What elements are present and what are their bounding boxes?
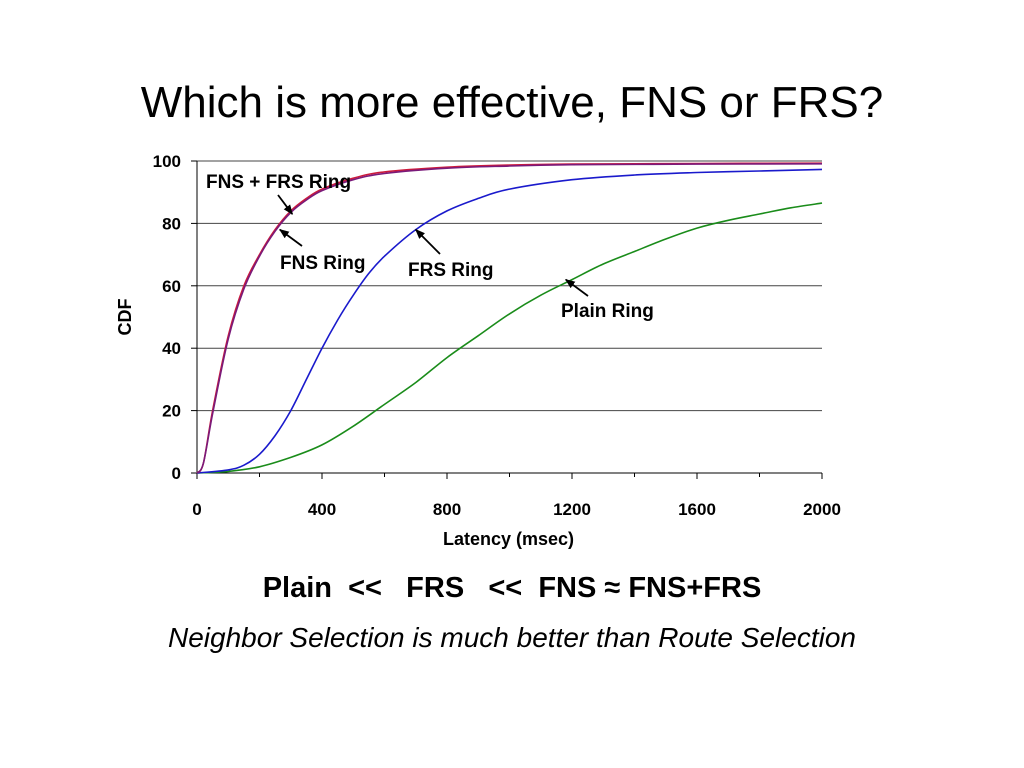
annotation-label: Plain Ring: [561, 301, 654, 322]
annotation-label: FNS Ring: [280, 253, 366, 274]
x-tick-label: 0: [192, 500, 201, 519]
annotation-arrow: [564, 278, 589, 297]
conclusion-text: Neighbor Selection is much better than R…: [168, 622, 856, 653]
y-tick-label: 60: [162, 277, 181, 296]
latency-cdf-chart: 0 20 40 60 80 100 0 400 800 1200 1600 2000 Latency (…: [115, 152, 841, 549]
y-tick-label: 40: [162, 339, 181, 358]
x-tick-label: 400: [308, 500, 336, 519]
x-tick-label: 800: [433, 500, 461, 519]
y-axis-title: CDF: [115, 299, 135, 336]
annotation-label: FNS + FRS Ring: [206, 172, 351, 193]
annotations: FNS + FRS Ring FNS Ring FRS Ring Plain Ring: [206, 172, 654, 322]
slide-title: Which is more effective, FNS or FRS?: [140, 78, 884, 127]
y-tick-label: 0: [172, 464, 181, 483]
series-lines: [196, 162, 823, 474]
series-line-fns-ring: [196, 162, 823, 474]
x-tick-label: 2000: [803, 500, 841, 519]
series-line-frs-ring: [196, 168, 823, 474]
annotation-label: FRS Ring: [408, 260, 494, 281]
series-line-fns-frs-ring: [196, 163, 823, 474]
y-tick-label: 100: [153, 152, 181, 171]
annotation-arrow: [279, 228, 303, 247]
y-tick-label: 20: [162, 402, 181, 421]
series-line-plain-ring: [196, 202, 823, 474]
x-axis-title: Latency (msec): [443, 529, 574, 549]
x-tick-label: 1600: [678, 500, 716, 519]
annotation-arrow: [277, 194, 294, 215]
annotation-arrow: [415, 228, 441, 255]
y-tick-label: 80: [162, 214, 181, 233]
axes: 0 20 40 60 80 100 0 400 800 1200 1600 2000 Latency (…: [115, 152, 841, 549]
summary-ranking: Plain << FRS << FNS ≈ FNS+FRS: [262, 572, 762, 604]
x-tick-label: 1200: [553, 500, 591, 519]
grid-lines: [197, 160, 822, 412]
